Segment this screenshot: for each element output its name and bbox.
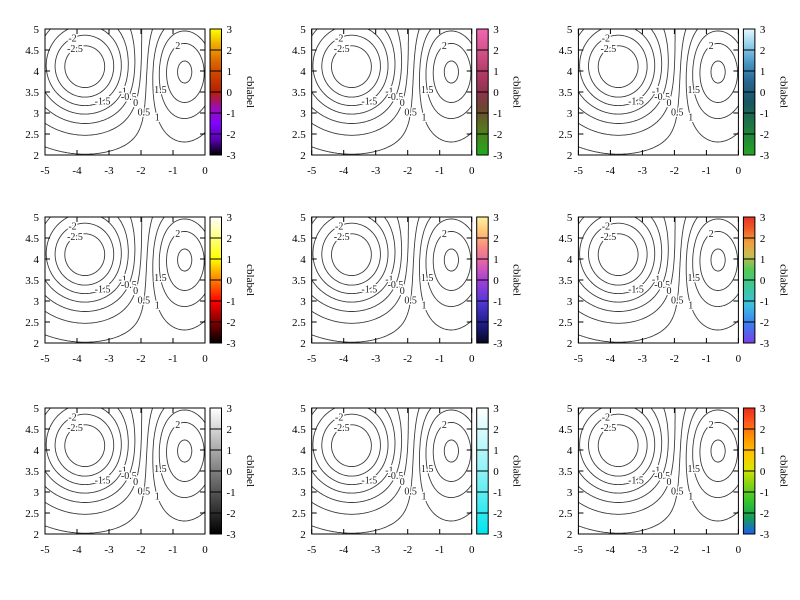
subplot-r0-c1-green-to-pink [291,23,524,178]
subplot-r2-c0-grayscale-black-white [24,402,257,557]
subplot-r1-c2-rainbow-violet-to-red [558,211,790,366]
subplot-r1-c1-black-blue-violet-pink-cream [291,211,524,366]
subplot-r0-c0-pm3d-default-black-purple-red-yellow [24,23,257,178]
subplot-r0-c2-green-blue-white [558,23,790,178]
subplot-r1-c0-hot-black-red-yellow-white [24,211,257,366]
subplot-r2-c2-jet-blue-green-yellow-red [558,402,790,557]
subplot-r2-c1-cyan-to-white [291,402,524,557]
